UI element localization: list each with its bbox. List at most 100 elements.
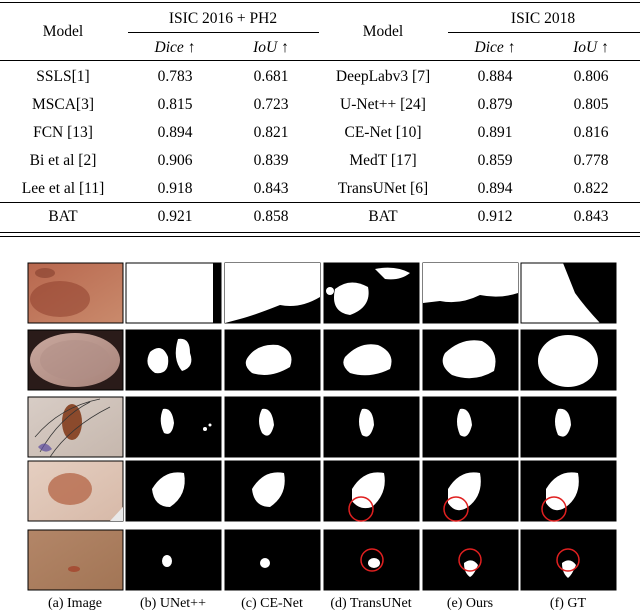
mask-gt-row-4 <box>520 460 617 522</box>
lesion <box>62 404 82 440</box>
lesion <box>40 340 110 380</box>
table-row-iou: 0.843 <box>253 180 289 197</box>
table-row-model: FCN [13] <box>33 124 93 141</box>
mask-unetpp-row-1 <box>125 262 222 324</box>
table-row-iou: 0.821 <box>253 124 289 141</box>
caption-transunet: (d) TransUNet <box>330 596 412 611</box>
mask-cenet-row-5 <box>224 529 321 591</box>
table-row-dice: 0.894 <box>477 180 513 197</box>
iou-header-left: IoU ↑ <box>253 39 289 56</box>
mask-cenet-row-3 <box>224 396 321 458</box>
image-row-4 <box>27 460 124 522</box>
mask-unetpp-row-2 <box>125 329 222 391</box>
lesion <box>48 473 92 505</box>
image-row-3 <box>27 396 124 458</box>
group-underline-right <box>448 32 640 33</box>
lesion <box>68 566 80 572</box>
table-row-dice: 0.894 <box>157 124 193 141</box>
final-row-dice-right: 0.912 <box>477 208 513 225</box>
top-rule <box>0 2 640 3</box>
mask-unetpp-row-4 <box>125 460 222 522</box>
table-row-model: Bi et al [2] <box>29 152 97 169</box>
table-row-model: U-Net++ [24] <box>340 96 426 113</box>
mask-gt-row-1 <box>520 262 617 324</box>
bottom-rule-2 <box>0 236 640 237</box>
dice-header-right: Dice ↑ <box>474 39 516 56</box>
mask-transunet-row-4 <box>323 460 420 522</box>
table-row-model: Lee et al [11] <box>21 180 105 197</box>
highlight-circle <box>541 496 567 522</box>
table-row-dice: 0.783 <box>157 68 193 85</box>
mask-ours-row-3 <box>422 396 519 458</box>
table-row-model: CE-Net [10] <box>344 124 422 141</box>
dice-header-left: Dice ↑ <box>154 39 196 56</box>
mask-ours-row-1 <box>422 262 519 324</box>
lesion <box>35 268 55 278</box>
dataset-header-left: ISIC 2016 + PH2 <box>168 10 278 27</box>
table-row-iou: 0.681 <box>253 68 289 85</box>
table-row-iou: 0.822 <box>573 180 609 197</box>
highlight-circle <box>556 548 580 572</box>
caption-gt: (f) GT <box>549 596 587 611</box>
final-row-iou-left: 0.858 <box>253 208 289 225</box>
image-row-2 <box>27 329 124 391</box>
table-row-model: MedT [17] <box>349 152 417 169</box>
table-row-dice: 0.815 <box>157 96 193 113</box>
segmentation-figure <box>27 262 617 591</box>
mask-unetpp-row-3 <box>125 396 222 458</box>
table-row-dice: 0.884 <box>477 68 513 85</box>
mask-unetpp-row-5 <box>125 529 222 591</box>
table-row-iou: 0.806 <box>573 68 609 85</box>
table-row-dice: 0.859 <box>477 152 513 169</box>
image-row-1 <box>27 262 124 324</box>
mask-transunet-row-5 <box>323 529 420 591</box>
iou-header-right: IoU ↑ <box>573 39 609 56</box>
group-underline-left <box>128 32 319 33</box>
mask-ours-row-5 <box>422 529 519 591</box>
mask-cenet-row-1 <box>224 262 321 324</box>
final-row-iou-right: 0.843 <box>573 208 609 225</box>
highlight-circle <box>360 548 384 572</box>
mask-transunet-row-3 <box>323 396 420 458</box>
image-row-5 <box>27 529 124 591</box>
table-row-iou: 0.805 <box>573 96 609 113</box>
caption-unetpp: (b) UNet++ <box>140 596 206 611</box>
caption-cenet: (c) CE-Net <box>241 596 303 611</box>
table-row-model: MSCA[3] <box>31 96 95 113</box>
table-row-model: DeepLabv3 [7] <box>335 68 431 85</box>
model-header-right: Model <box>362 23 404 40</box>
final-row-rule <box>0 202 640 203</box>
model-header-left: Model <box>42 23 84 40</box>
table-row-dice: 0.906 <box>157 152 193 169</box>
final-row-dice-left: 0.921 <box>157 208 193 225</box>
table-row-dice: 0.891 <box>477 124 513 141</box>
header-rule <box>0 60 640 61</box>
mask-gt-row-2 <box>520 329 617 391</box>
dataset-header-right: ISIC 2018 <box>510 10 576 27</box>
table-row-model: TransUNet [6] <box>337 180 429 197</box>
mask-cenet-row-4 <box>224 460 321 522</box>
table-row-model: SSLS[1] <box>36 68 90 85</box>
highlight-circle <box>443 496 469 522</box>
mask-ours-row-4 <box>422 460 519 522</box>
highlight-circle <box>458 548 482 572</box>
final-row-model-right: BAT <box>368 208 398 225</box>
table-row-dice: 0.918 <box>157 180 193 197</box>
table-row-iou: 0.839 <box>253 152 289 169</box>
highlight-circle <box>348 496 374 522</box>
mask-gt-row-5 <box>520 529 617 591</box>
caption-image: (a) Image <box>47 596 103 611</box>
bottom-rule-1 <box>0 232 640 233</box>
mask-transunet-row-2 <box>323 329 420 391</box>
table-row-dice: 0.879 <box>477 96 513 113</box>
table-row-iou: 0.723 <box>253 96 289 113</box>
table-row-iou: 0.816 <box>573 124 609 141</box>
mask-gt-row-3 <box>520 396 617 458</box>
caption-ours: (e) Ours <box>446 596 494 611</box>
final-row-model-left: BAT <box>48 208 78 225</box>
table-row-iou: 0.778 <box>573 152 609 169</box>
lesion <box>30 281 90 317</box>
mask-cenet-row-2 <box>224 329 321 391</box>
mask-transunet-row-1 <box>323 262 420 324</box>
mask-ours-row-2 <box>422 329 519 391</box>
